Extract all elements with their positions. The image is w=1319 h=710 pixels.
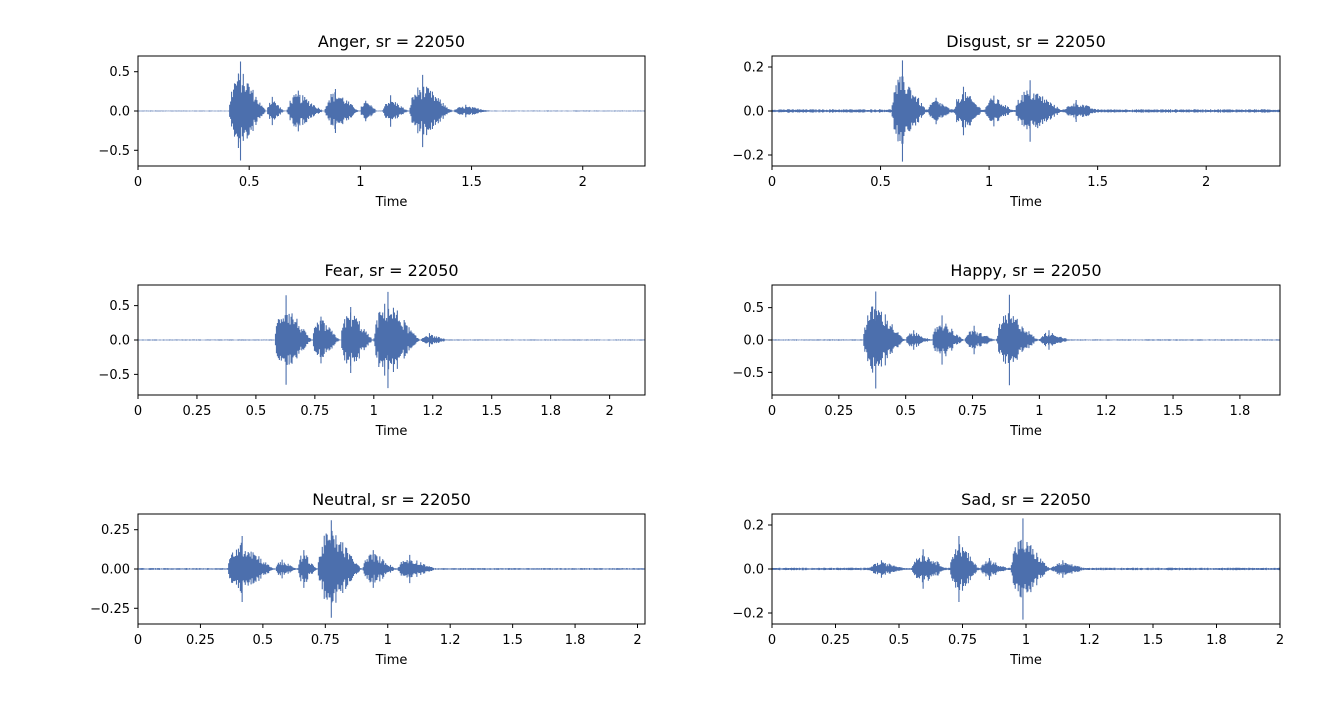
x-tick-label: 0: [134, 404, 142, 419]
x-tick-label: 2: [579, 175, 587, 190]
waveform-series: [138, 520, 645, 618]
x-tick-label: 0.25: [824, 404, 853, 419]
x-axis-label: Time: [375, 653, 408, 668]
x-axis-label: Time: [375, 195, 408, 210]
x-tick-label: 1: [370, 404, 378, 419]
x-tick-label: 2: [633, 633, 641, 648]
y-tick-label: −0.5: [732, 366, 764, 381]
x-tick-label: 1.5: [481, 404, 502, 419]
waveform-series: [138, 61, 645, 161]
x-tick-label: 0.75: [948, 633, 977, 648]
y-tick-label: −0.5: [98, 368, 130, 383]
x-tick-label: 0: [768, 175, 776, 190]
y-tick-label: 0.00: [101, 563, 130, 578]
x-tick-label: 1.5: [461, 175, 482, 190]
waveform-chart-6: Sad, sr = 22050 0 0.25 0.5 0.75 1 1.2 1.5 1.8 2 0.…: [732, 490, 1284, 668]
waveform-chart-5: Neutral, sr = 22050 0 0.25 0.5 0.75 1 1.2 1.5 1.…: [90, 490, 646, 668]
x-axis-label: Time: [375, 424, 408, 439]
x-tick-label: 0: [768, 633, 776, 648]
chart-title: Sad, sr = 22050: [961, 490, 1091, 509]
y-tick-label: 0.2: [743, 519, 764, 534]
waveform-chart-2: Disgust, sr = 22050 0 0.5 1 1.5 2 0.2 0.0 −0.2 Ti…: [732, 32, 1281, 210]
waveform-series: [772, 60, 1280, 162]
x-tick-label: 1.8: [1230, 404, 1251, 419]
x-tick-label: 0: [134, 633, 142, 648]
x-tick-label: 1.8: [565, 633, 586, 648]
x-tick-label: 2: [1202, 175, 1210, 190]
x-tick-label: 1.5: [1143, 633, 1164, 648]
waveform-series: [138, 291, 645, 389]
x-tick-label: 1.5: [1087, 175, 1108, 190]
x-tick-label: 0.5: [253, 633, 274, 648]
x-axis-label: Time: [1009, 653, 1042, 668]
x-axis-label: Time: [1009, 195, 1042, 210]
chart-title: Fear, sr = 22050: [324, 261, 458, 280]
x-tick-label: 1.2: [1096, 404, 1117, 419]
y-tick-label: −0.5: [98, 144, 130, 159]
y-tick-label: 0.2: [743, 61, 764, 76]
x-tick-label: 0.25: [186, 633, 215, 648]
y-tick-label: 0.5: [743, 301, 764, 316]
waveform-chart-1: Anger, sr = 22050 0 0.5 1 1.5 2 0.5 0.0 −0.5 Time: [98, 32, 646, 210]
x-tick-label: 0.75: [311, 633, 340, 648]
waveform-chart-3: Fear, sr = 22050 0 0.25 0.5 0.75 1 1.2 1.5 1.8 2 0…: [98, 261, 646, 439]
x-tick-label: 0.5: [870, 175, 891, 190]
x-tick-label: 0.5: [889, 633, 910, 648]
x-tick-label: 2: [605, 404, 613, 419]
x-tick-label: 1.2: [440, 633, 461, 648]
x-tick-label: 1.5: [1163, 404, 1184, 419]
x-tick-label: 1.8: [540, 404, 561, 419]
x-tick-label: 0.75: [300, 404, 329, 419]
x-tick-label: 0.25: [821, 633, 850, 648]
x-tick-label: 0.5: [239, 175, 260, 190]
y-tick-label: 0.0: [743, 105, 764, 120]
x-tick-label: 1.5: [502, 633, 523, 648]
y-tick-label: 0.0: [109, 334, 130, 349]
x-tick-label: 1: [1022, 633, 1030, 648]
x-tick-label: 0: [768, 404, 776, 419]
y-tick-label: −0.2: [732, 607, 764, 622]
y-tick-label: 0.0: [743, 334, 764, 349]
y-tick-label: 0.0: [743, 563, 764, 578]
y-tick-label: −0.25: [90, 602, 130, 617]
x-axis-label: Time: [1009, 424, 1042, 439]
x-tick-label: 0.75: [958, 404, 987, 419]
x-tick-label: 1: [384, 633, 392, 648]
x-tick-label: 0.5: [246, 404, 267, 419]
x-tick-label: 1.2: [1079, 633, 1100, 648]
x-tick-label: 2: [1276, 633, 1284, 648]
y-tick-label: 0.5: [109, 65, 130, 80]
x-tick-label: 1: [356, 175, 364, 190]
x-tick-label: 0: [134, 175, 142, 190]
x-tick-label: 1.2: [422, 404, 443, 419]
chart-title: Happy, sr = 22050: [950, 261, 1101, 280]
y-tick-label: 0.0: [109, 105, 130, 120]
chart-title: Disgust, sr = 22050: [946, 32, 1106, 51]
x-tick-label: 0.25: [182, 404, 211, 419]
chart-title: Neutral, sr = 22050: [312, 490, 471, 509]
waveform-series: [772, 518, 1280, 620]
y-tick-label: 0.5: [109, 299, 130, 314]
chart-title: Anger, sr = 22050: [318, 32, 465, 51]
y-tick-label: −0.2: [732, 149, 764, 164]
x-tick-label: 1.8: [1206, 633, 1227, 648]
waveform-series: [772, 291, 1280, 389]
waveform-chart-4: Happy, sr = 22050 0 0.25 0.5 0.75 1 1.2 1.5 1.8 0…: [732, 261, 1281, 439]
x-tick-label: 0.5: [895, 404, 916, 419]
x-tick-label: 1: [985, 175, 993, 190]
x-tick-label: 1: [1035, 404, 1043, 419]
y-tick-label: 0.25: [101, 523, 130, 538]
